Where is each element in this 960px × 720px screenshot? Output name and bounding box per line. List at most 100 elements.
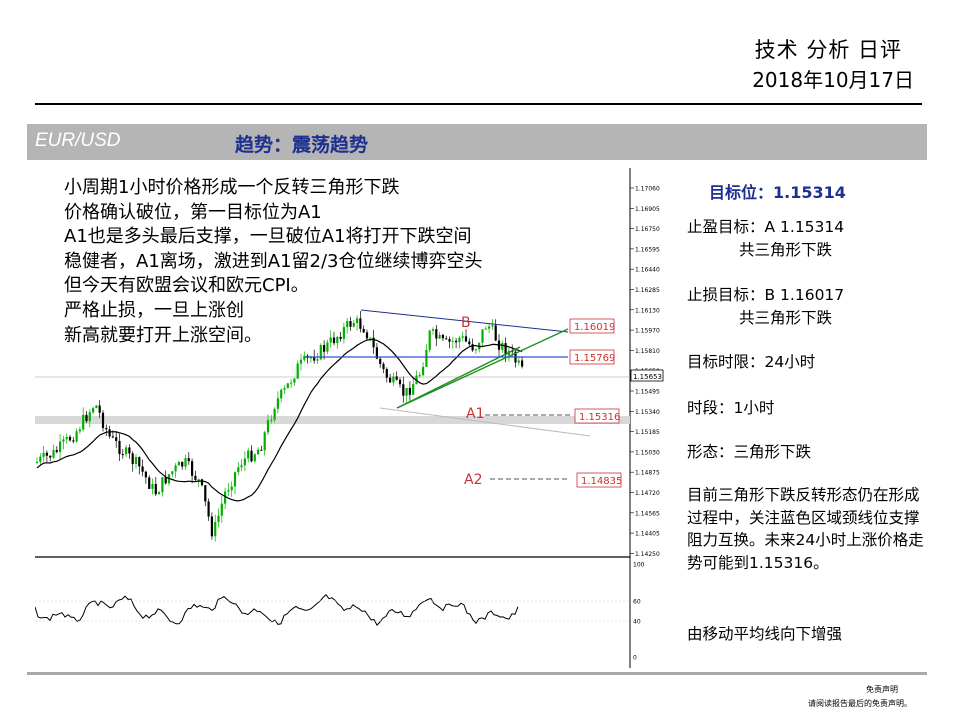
pattern: 形态：三角形下跌 bbox=[687, 443, 812, 461]
footer-divider bbox=[27, 672, 927, 675]
candle-body bbox=[395, 376, 398, 380]
price-tick-label: 1.15970 bbox=[635, 328, 660, 335]
candle-body bbox=[448, 339, 451, 342]
price-tick-label: 1.17060 bbox=[635, 186, 660, 193]
candle-body bbox=[286, 383, 289, 389]
price-tick-label: 1.15030 bbox=[635, 449, 660, 456]
candle-body bbox=[75, 431, 78, 442]
candle-body bbox=[111, 436, 114, 438]
box-b bbox=[569, 318, 615, 334]
price-tick-label: 1.16750 bbox=[635, 226, 660, 233]
price-tick-label: 1.15495 bbox=[635, 389, 660, 396]
candle-body bbox=[134, 457, 138, 465]
candle-body bbox=[329, 337, 332, 343]
candle-body bbox=[273, 408, 276, 420]
candle-body bbox=[455, 340, 458, 343]
candle-body bbox=[233, 472, 237, 487]
stop-loss-label: 止损目标：B 1.16017 bbox=[687, 286, 845, 304]
take-profit: 止盈目标：A 1.15314 共三角形下跌 bbox=[687, 216, 844, 262]
candle-body bbox=[521, 360, 524, 367]
candle-body bbox=[418, 375, 421, 377]
candle-body bbox=[78, 429, 81, 432]
overlay-line: 严格止损，一旦上涨创 bbox=[64, 299, 244, 321]
candle-body bbox=[323, 345, 326, 352]
price-tick-label: 1.15810 bbox=[635, 348, 660, 355]
candle-body bbox=[121, 454, 124, 456]
candle-body bbox=[316, 359, 319, 361]
take-profit-sub: 共三角形下跌 bbox=[739, 241, 833, 259]
candle-body bbox=[369, 337, 372, 339]
candle-body bbox=[445, 338, 448, 340]
value-a2: 1.14835 bbox=[581, 476, 622, 487]
price-tick-label: 1.15185 bbox=[635, 429, 660, 436]
candle-body bbox=[144, 471, 147, 478]
currency-pair: EUR/USD bbox=[35, 130, 121, 151]
candle-body bbox=[405, 387, 408, 396]
candle-body bbox=[379, 358, 382, 364]
candle-body bbox=[260, 449, 263, 451]
box-a1 bbox=[574, 408, 620, 424]
candle-body bbox=[263, 432, 266, 451]
overlay-line: 价格确认破位，第一目标位为A1 bbox=[64, 201, 322, 223]
target-level: 目标位：1.15314 bbox=[709, 183, 846, 202]
candle-body bbox=[92, 407, 95, 413]
label-a1: A1 bbox=[466, 406, 484, 422]
summary-paragraph: 目前三角形下跌反转形态仍在形成过程中，关注蓝色区域颈线位支撑阻力互换。未来24小… bbox=[687, 486, 924, 572]
candle-body bbox=[181, 461, 184, 467]
candle-body bbox=[161, 477, 164, 493]
candle-body bbox=[42, 452, 45, 457]
candle-body bbox=[356, 318, 359, 324]
candle-body bbox=[326, 342, 329, 352]
candle-body bbox=[474, 349, 477, 351]
candle-body bbox=[184, 458, 187, 467]
candle-body bbox=[125, 447, 128, 455]
candle-body bbox=[299, 359, 303, 364]
candle-body bbox=[458, 337, 461, 343]
time-period: 时段：1小时 bbox=[687, 399, 775, 417]
candle-body bbox=[224, 491, 227, 504]
trend-label: 趋势：震荡趋势 bbox=[235, 134, 369, 156]
candle-body bbox=[372, 337, 375, 348]
candle-body bbox=[88, 412, 91, 422]
candle-body bbox=[293, 378, 296, 383]
candle-body bbox=[349, 321, 352, 327]
candle-body bbox=[266, 420, 270, 433]
candle-body bbox=[276, 398, 279, 409]
candle-body bbox=[491, 325, 494, 327]
candle-body bbox=[214, 521, 217, 537]
candle-body bbox=[227, 490, 230, 492]
candle-body bbox=[352, 323, 355, 327]
candle-body bbox=[82, 414, 85, 430]
price-tick-label: 1.14720 bbox=[635, 490, 660, 497]
candle-body bbox=[151, 483, 154, 489]
lower-trendline bbox=[396, 328, 569, 409]
candle-body bbox=[98, 405, 101, 413]
overlay-line: 但今天有欧盟会议和欧元CPI。 bbox=[64, 275, 309, 297]
candle-body bbox=[313, 357, 316, 361]
candle-body bbox=[59, 441, 62, 453]
candle-body bbox=[402, 384, 405, 396]
candle-body bbox=[382, 363, 385, 370]
osc-tick-label: 40 bbox=[633, 619, 641, 626]
candle-body bbox=[461, 336, 464, 338]
candle-body bbox=[131, 453, 134, 465]
candle-body bbox=[375, 347, 378, 359]
candle-body bbox=[62, 439, 65, 442]
candle-body bbox=[494, 325, 497, 341]
price-tick-label: 1.14405 bbox=[635, 531, 660, 538]
candle-body bbox=[72, 440, 75, 442]
candle-body bbox=[187, 458, 190, 462]
candle-body bbox=[501, 343, 504, 350]
candle-body bbox=[148, 477, 151, 489]
candle-body bbox=[177, 461, 180, 466]
value-a1: 1.15316 bbox=[579, 412, 620, 423]
candle-body bbox=[481, 329, 484, 343]
candle-body bbox=[290, 382, 293, 384]
candle-body bbox=[336, 336, 339, 344]
candle-body bbox=[468, 341, 471, 345]
channel-line bbox=[379, 407, 591, 437]
price-tick-label: 1.14875 bbox=[635, 470, 660, 477]
overlay-line: 稳健者，A1离场，激进到A1留2/3仓位继续博弈空头 bbox=[64, 250, 483, 272]
oscillator-line bbox=[35, 593, 519, 626]
candle-body bbox=[412, 383, 415, 395]
